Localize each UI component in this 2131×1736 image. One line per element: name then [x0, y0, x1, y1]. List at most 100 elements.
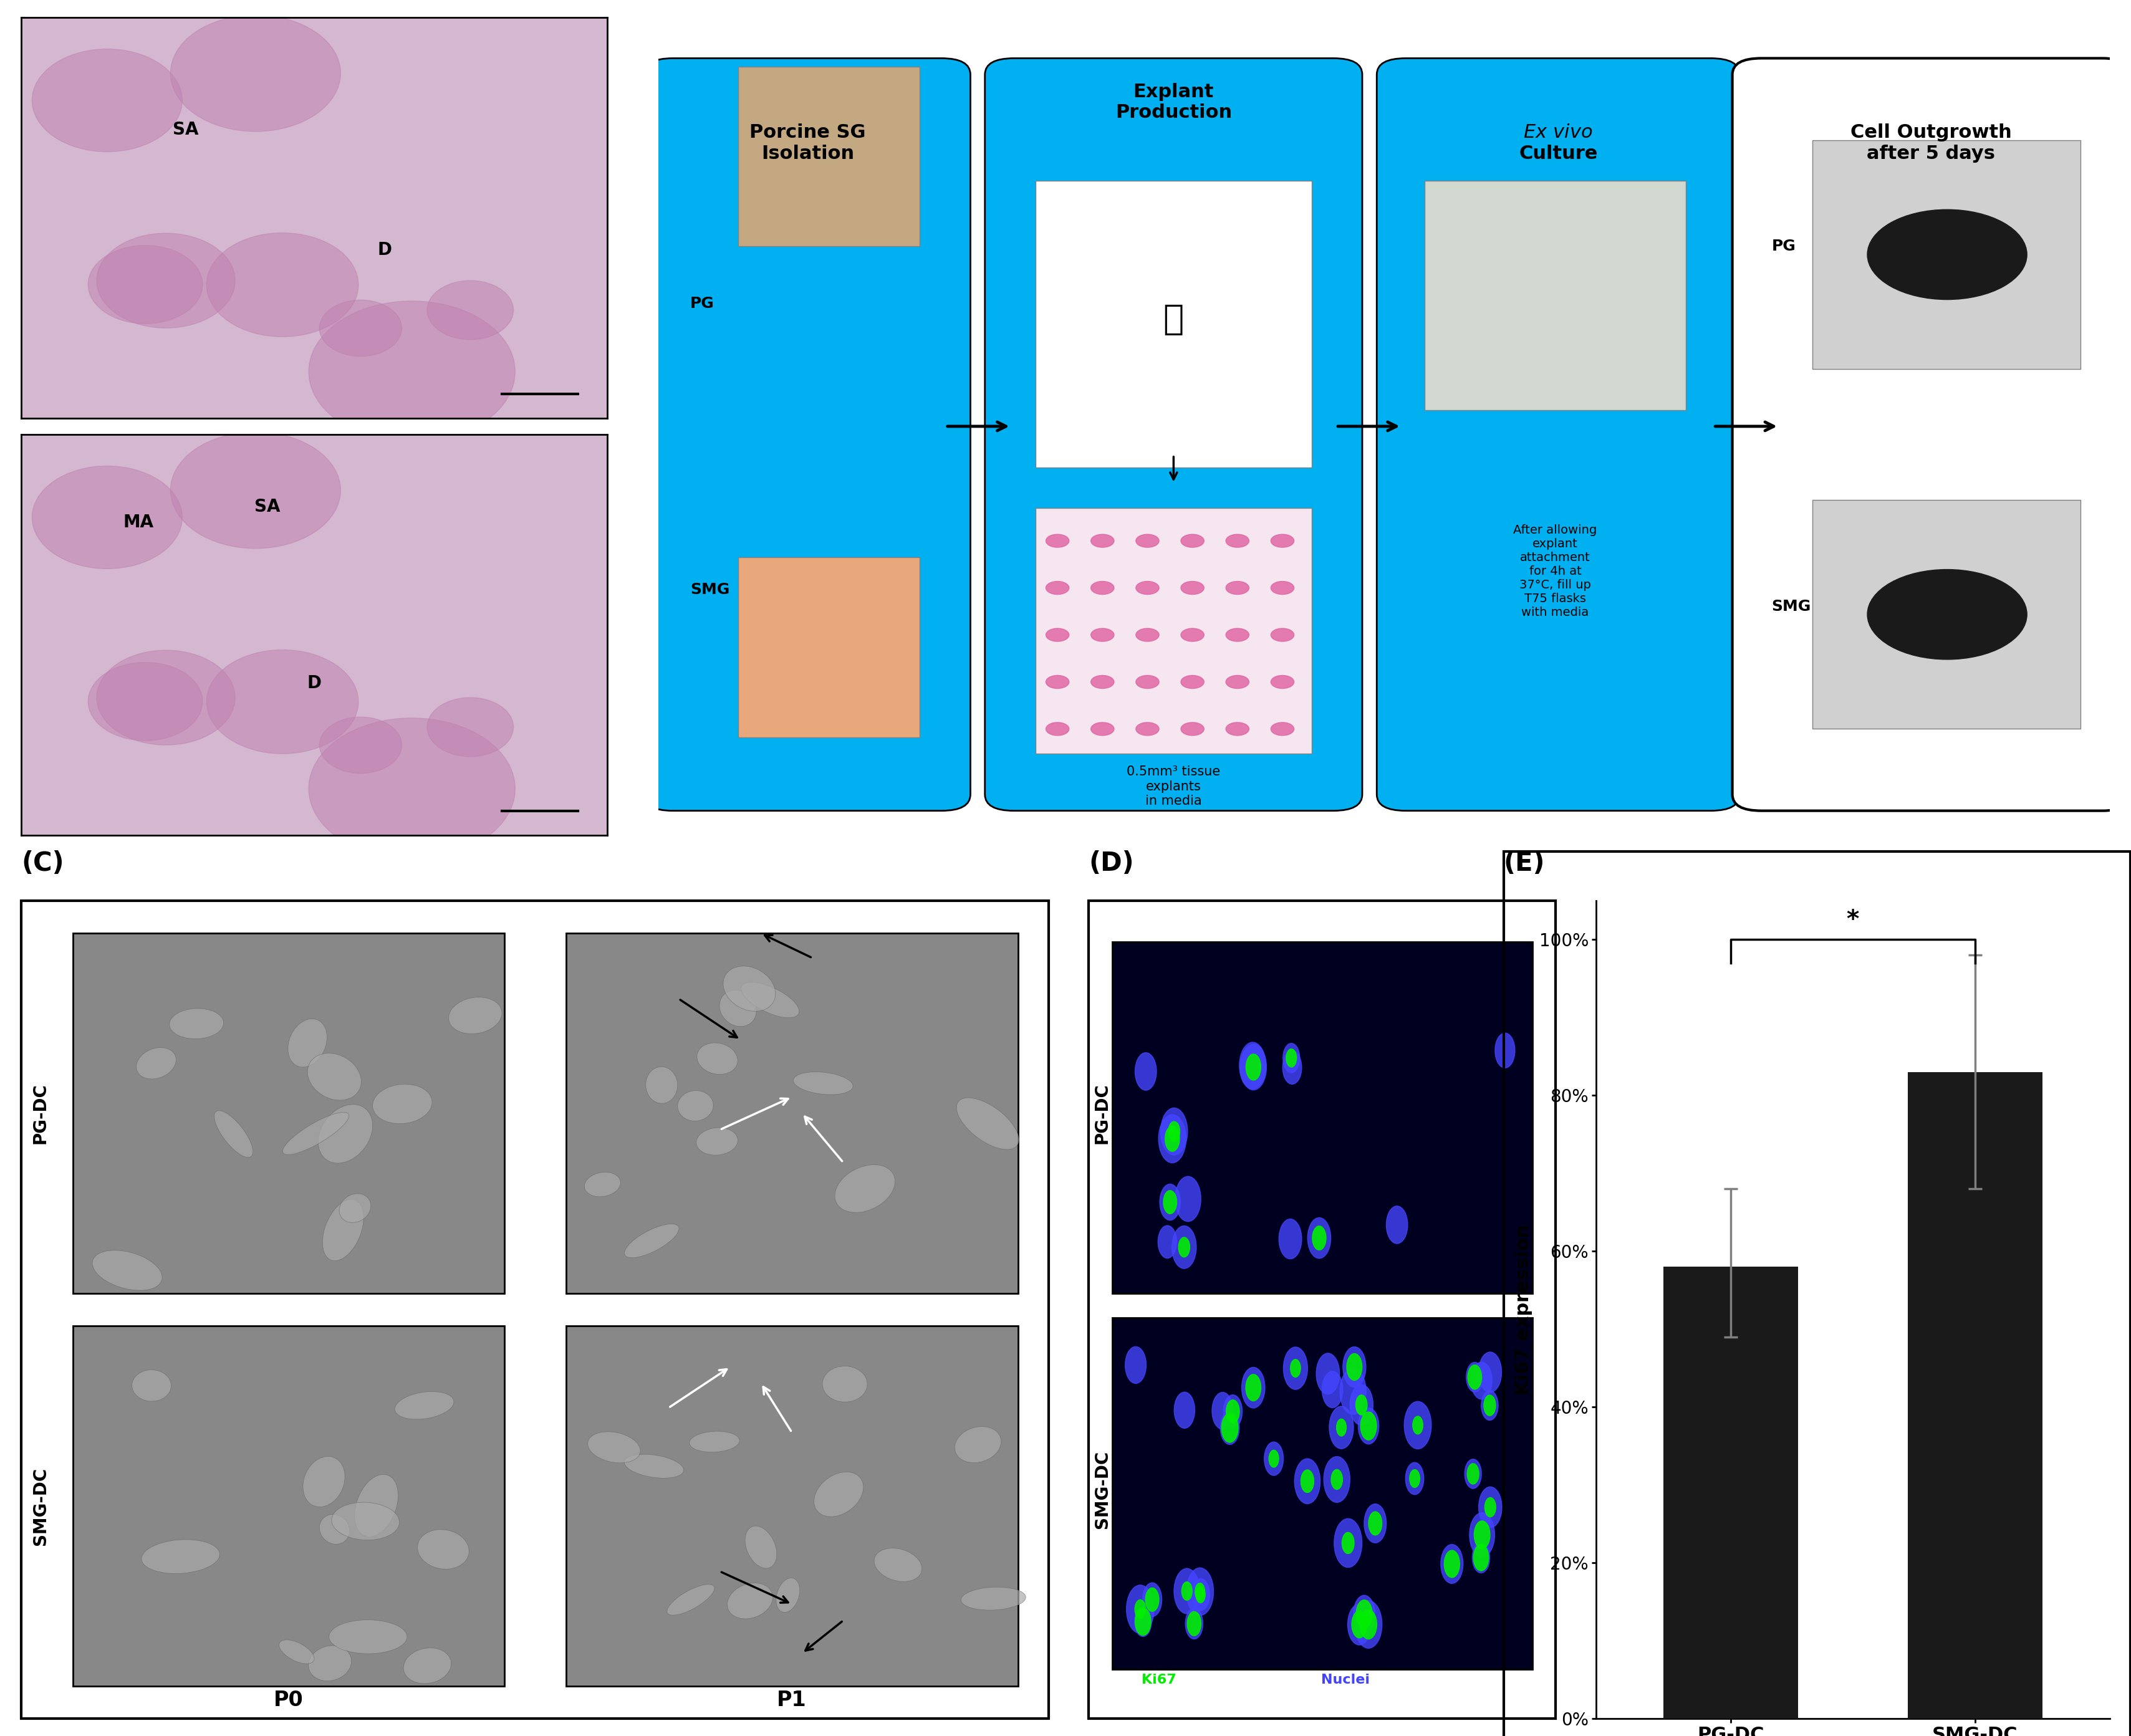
Circle shape — [1313, 1226, 1325, 1250]
Circle shape — [426, 281, 514, 340]
Y-axis label: Ki67 expression: Ki67 expression — [1515, 1224, 1532, 1396]
Text: P1: P1 — [778, 1689, 808, 1710]
Circle shape — [1195, 1587, 1206, 1602]
Circle shape — [1136, 722, 1159, 736]
Bar — [1112, 1318, 1532, 1670]
Circle shape — [96, 233, 234, 328]
Ellipse shape — [955, 1427, 1002, 1463]
Circle shape — [1413, 1417, 1424, 1434]
Text: PG-DC: PG-DC — [32, 1083, 49, 1144]
Ellipse shape — [727, 1583, 774, 1618]
Circle shape — [1355, 1396, 1368, 1415]
Circle shape — [1270, 675, 1294, 689]
Bar — [1811, 141, 2080, 370]
Circle shape — [1473, 1545, 1490, 1571]
Circle shape — [1357, 1408, 1379, 1444]
Circle shape — [1136, 582, 1159, 594]
FancyBboxPatch shape — [985, 59, 1362, 811]
Ellipse shape — [646, 1066, 678, 1104]
Circle shape — [1187, 1611, 1202, 1635]
Ellipse shape — [309, 1646, 352, 1680]
Text: Porcine SG
Isolation: Porcine SG Isolation — [750, 123, 865, 163]
Ellipse shape — [814, 1472, 863, 1517]
Circle shape — [1225, 582, 1249, 594]
Ellipse shape — [373, 1085, 433, 1123]
Ellipse shape — [588, 1432, 639, 1463]
Text: Nuclei: Nuclei — [1321, 1674, 1370, 1686]
Text: Cell Outgrowth
after 5 days: Cell Outgrowth after 5 days — [1850, 123, 2012, 163]
Circle shape — [1387, 1207, 1409, 1243]
Bar — [737, 66, 921, 247]
Circle shape — [1283, 1043, 1300, 1073]
Text: SMG-DC: SMG-DC — [32, 1467, 49, 1545]
Circle shape — [1368, 1512, 1383, 1535]
Circle shape — [1240, 1042, 1266, 1088]
Circle shape — [1046, 675, 1070, 689]
Text: After allowing
explant
attachment
for 4h at
37°C, fill up
T75 flasks
with media: After allowing explant attachment for 4h… — [1513, 524, 1596, 618]
FancyBboxPatch shape — [1377, 59, 1739, 811]
Text: *: * — [1848, 908, 1858, 932]
Circle shape — [1046, 582, 1070, 594]
Circle shape — [1187, 1568, 1213, 1616]
Circle shape — [1479, 1352, 1502, 1392]
Circle shape — [1191, 1578, 1210, 1611]
Ellipse shape — [584, 1172, 620, 1196]
Ellipse shape — [624, 1455, 684, 1477]
Circle shape — [1445, 1550, 1460, 1578]
Circle shape — [1867, 569, 2027, 660]
Ellipse shape — [874, 1549, 923, 1581]
Circle shape — [1409, 1470, 1419, 1488]
Ellipse shape — [318, 1104, 373, 1163]
Circle shape — [1481, 1391, 1498, 1420]
Text: SMG: SMG — [690, 582, 729, 597]
Circle shape — [1046, 628, 1070, 641]
Ellipse shape — [690, 1430, 739, 1453]
FancyBboxPatch shape — [644, 59, 970, 811]
Circle shape — [1225, 628, 1249, 641]
Circle shape — [1136, 628, 1159, 641]
Circle shape — [1360, 1411, 1377, 1441]
Circle shape — [1185, 1608, 1202, 1639]
Ellipse shape — [92, 1250, 162, 1290]
Ellipse shape — [303, 1457, 345, 1507]
Circle shape — [1287, 1049, 1296, 1068]
Circle shape — [426, 698, 514, 757]
Circle shape — [1268, 1450, 1279, 1467]
Circle shape — [1483, 1396, 1496, 1417]
Circle shape — [1091, 582, 1115, 594]
Ellipse shape — [354, 1474, 398, 1536]
Circle shape — [1195, 1583, 1204, 1601]
Circle shape — [1270, 722, 1294, 736]
Circle shape — [1355, 1601, 1372, 1628]
Circle shape — [170, 432, 341, 549]
Ellipse shape — [961, 1587, 1025, 1609]
Ellipse shape — [215, 1111, 254, 1158]
Circle shape — [1247, 1054, 1262, 1080]
Circle shape — [1164, 1191, 1176, 1213]
Text: 0.5mm³ tissue
explants
in media: 0.5mm³ tissue explants in media — [1127, 766, 1221, 807]
Circle shape — [1174, 1568, 1200, 1614]
Text: MA: MA — [124, 514, 153, 531]
Text: Explant
Production: Explant Production — [1115, 83, 1232, 122]
Ellipse shape — [835, 1165, 895, 1212]
Circle shape — [1475, 1521, 1490, 1549]
Bar — [1664, 1267, 1799, 1719]
Circle shape — [1332, 1469, 1343, 1489]
Circle shape — [1353, 1595, 1374, 1634]
Circle shape — [170, 16, 341, 132]
Circle shape — [1340, 1368, 1366, 1415]
Ellipse shape — [288, 1019, 326, 1068]
Ellipse shape — [697, 1043, 737, 1075]
Ellipse shape — [141, 1540, 219, 1573]
Circle shape — [1157, 1226, 1176, 1259]
Circle shape — [1161, 1108, 1187, 1154]
Circle shape — [320, 300, 403, 356]
Ellipse shape — [279, 1641, 313, 1663]
Text: P0: P0 — [273, 1689, 303, 1710]
Ellipse shape — [450, 996, 503, 1035]
Circle shape — [32, 465, 183, 569]
Ellipse shape — [720, 990, 757, 1026]
Circle shape — [1225, 722, 1249, 736]
Circle shape — [1178, 1238, 1189, 1257]
Circle shape — [1343, 1533, 1353, 1554]
